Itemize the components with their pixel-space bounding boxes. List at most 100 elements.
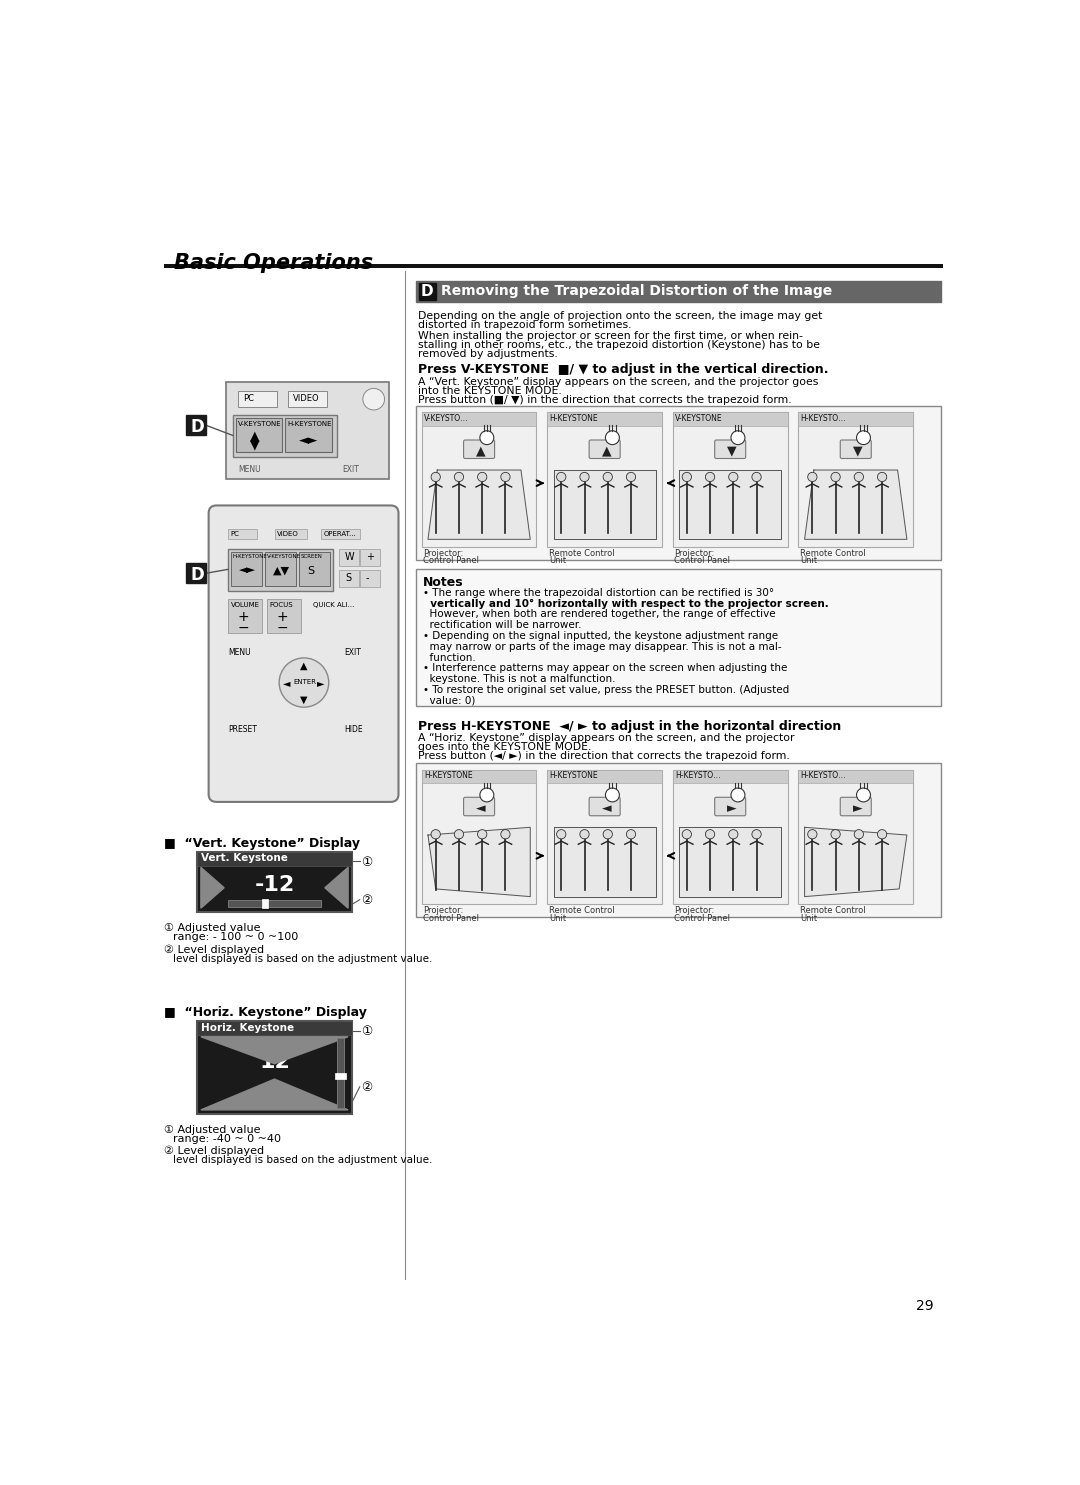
Circle shape	[877, 830, 887, 839]
Circle shape	[877, 472, 887, 481]
Circle shape	[752, 830, 761, 839]
Bar	[238, 392, 276, 407]
Bar	[798, 413, 913, 546]
Text: Unit: Unit	[800, 557, 818, 566]
Text: Control Panel: Control Panel	[674, 557, 730, 566]
Text: Unit: Unit	[800, 913, 818, 922]
Text: D: D	[421, 285, 433, 300]
Text: Depending on the angle of projection onto the screen, the image may get: Depending on the angle of projection ont…	[418, 310, 822, 321]
Text: H-KEYSTO…: H-KEYSTO…	[675, 771, 720, 780]
Text: ▲: ▲	[602, 444, 611, 457]
Text: range: -40 ~ 0 ~40: range: -40 ~ 0 ~40	[173, 1133, 281, 1143]
Text: ■  “Vert. Keystone” Display: ■ “Vert. Keystone” Display	[164, 836, 360, 849]
Circle shape	[752, 472, 761, 481]
Text: Remote Control: Remote Control	[800, 906, 865, 915]
Text: V-KEYSTONE: V-KEYSTONE	[675, 414, 723, 423]
Circle shape	[431, 472, 441, 481]
Bar	[422, 769, 537, 784]
Text: ▼: ▼	[300, 695, 308, 705]
Circle shape	[455, 830, 463, 839]
Text: Control Panel: Control Panel	[423, 913, 480, 922]
Circle shape	[626, 830, 636, 839]
Text: SCREEN: SCREEN	[301, 554, 323, 558]
Text: into the KEYSTONE MODE.: into the KEYSTONE MODE.	[418, 386, 562, 396]
Text: A “Vert. Keystone” display appears on the screen, and the projector goes: A “Vert. Keystone” display appears on th…	[418, 377, 819, 388]
Text: H-KEYSTONE: H-KEYSTONE	[550, 771, 598, 780]
Text: Control Panel: Control Panel	[674, 913, 730, 922]
Text: D: D	[190, 566, 204, 584]
Text: • Depending on the signal inputted, the keystone adjustment range: • Depending on the signal inputted, the …	[423, 631, 779, 642]
Text: H-KEYSTONE: H-KEYSTONE	[232, 554, 268, 558]
FancyBboxPatch shape	[840, 797, 872, 815]
Text: • Interference patterns may appear on the screen when adjusting the: • Interference patterns may appear on th…	[423, 664, 787, 673]
Text: ◄►: ◄►	[299, 434, 319, 447]
Bar	[299, 551, 330, 587]
Text: ▲: ▲	[300, 661, 308, 671]
Text: Press button (◄/ ►) in the direction that corrects the trapezoid form.: Press button (◄/ ►) in the direction tha…	[418, 751, 789, 762]
Bar	[227, 382, 389, 478]
Text: Press V-KEYSTONE  ■/ ▼ to adjust in the vertical direction.: Press V-KEYSTONE ■/ ▼ to adjust in the v…	[418, 362, 828, 376]
Circle shape	[477, 830, 487, 839]
Text: VIDEO: VIDEO	[293, 394, 320, 402]
Bar	[416, 281, 941, 301]
Text: • To restore the original set value, press the PRESET button. (Adjusted: • To restore the original set value, pre…	[423, 685, 789, 695]
Polygon shape	[679, 471, 781, 539]
Bar	[285, 419, 332, 453]
Bar	[186, 563, 206, 584]
Text: Projector:: Projector:	[674, 548, 715, 557]
Text: MENU: MENU	[238, 465, 260, 474]
Text: ENTER: ENTER	[294, 679, 316, 685]
Bar	[266, 551, 296, 587]
Text: EXIT: EXIT	[342, 465, 360, 474]
Bar	[548, 769, 662, 784]
Text: Notes: Notes	[423, 576, 464, 588]
Text: Control Panel: Control Panel	[423, 557, 480, 566]
Text: D: D	[190, 419, 204, 437]
Text: Remote Control: Remote Control	[800, 548, 865, 557]
Circle shape	[808, 830, 816, 839]
Text: Projector:: Projector:	[423, 906, 463, 915]
Polygon shape	[201, 867, 225, 909]
Text: Unit: Unit	[549, 557, 566, 566]
Text: ◄►: ◄►	[239, 566, 256, 576]
Text: function.: function.	[423, 652, 476, 662]
Text: 12: 12	[259, 1053, 289, 1072]
Circle shape	[580, 472, 590, 481]
Circle shape	[606, 789, 619, 802]
Text: MENU: MENU	[228, 647, 251, 656]
Circle shape	[731, 431, 745, 444]
Bar	[422, 413, 537, 546]
Text: Press H-KEYSTONE  ◄/ ► to adjust in the horizontal direction: Press H-KEYSTONE ◄/ ► to adjust in the h…	[418, 720, 841, 734]
Text: distorted in trapezoid form sometimes.: distorted in trapezoid form sometimes.	[418, 319, 632, 330]
Text: When installing the projector or screen for the first time, or when rein-: When installing the projector or screen …	[418, 331, 802, 340]
Circle shape	[455, 472, 463, 481]
Text: +: +	[366, 551, 374, 561]
Circle shape	[854, 472, 864, 481]
Text: level displayed is based on the adjustment value.: level displayed is based on the adjustme…	[173, 953, 432, 964]
Circle shape	[626, 472, 636, 481]
Bar	[360, 570, 380, 587]
FancyBboxPatch shape	[590, 440, 620, 459]
Text: PC: PC	[230, 530, 239, 538]
Bar	[798, 413, 913, 426]
Text: level displayed is based on the adjustment value.: level displayed is based on the adjustme…	[173, 1155, 432, 1166]
Bar	[288, 392, 327, 407]
Text: VOLUME: VOLUME	[231, 603, 260, 609]
Bar	[321, 529, 360, 539]
Polygon shape	[325, 867, 348, 909]
Bar	[548, 769, 662, 904]
Text: Remote Control: Remote Control	[549, 548, 615, 557]
Circle shape	[279, 658, 328, 707]
Text: H-KEYSTO…: H-KEYSTO…	[800, 414, 847, 423]
Circle shape	[808, 472, 816, 481]
Polygon shape	[201, 1080, 348, 1109]
FancyBboxPatch shape	[715, 440, 745, 459]
Text: ▲▼: ▲▼	[273, 566, 289, 576]
Circle shape	[831, 472, 840, 481]
Circle shape	[556, 830, 566, 839]
Bar	[673, 413, 787, 426]
Bar	[164, 264, 943, 269]
Circle shape	[603, 472, 612, 481]
Circle shape	[831, 830, 840, 839]
Circle shape	[363, 389, 384, 410]
